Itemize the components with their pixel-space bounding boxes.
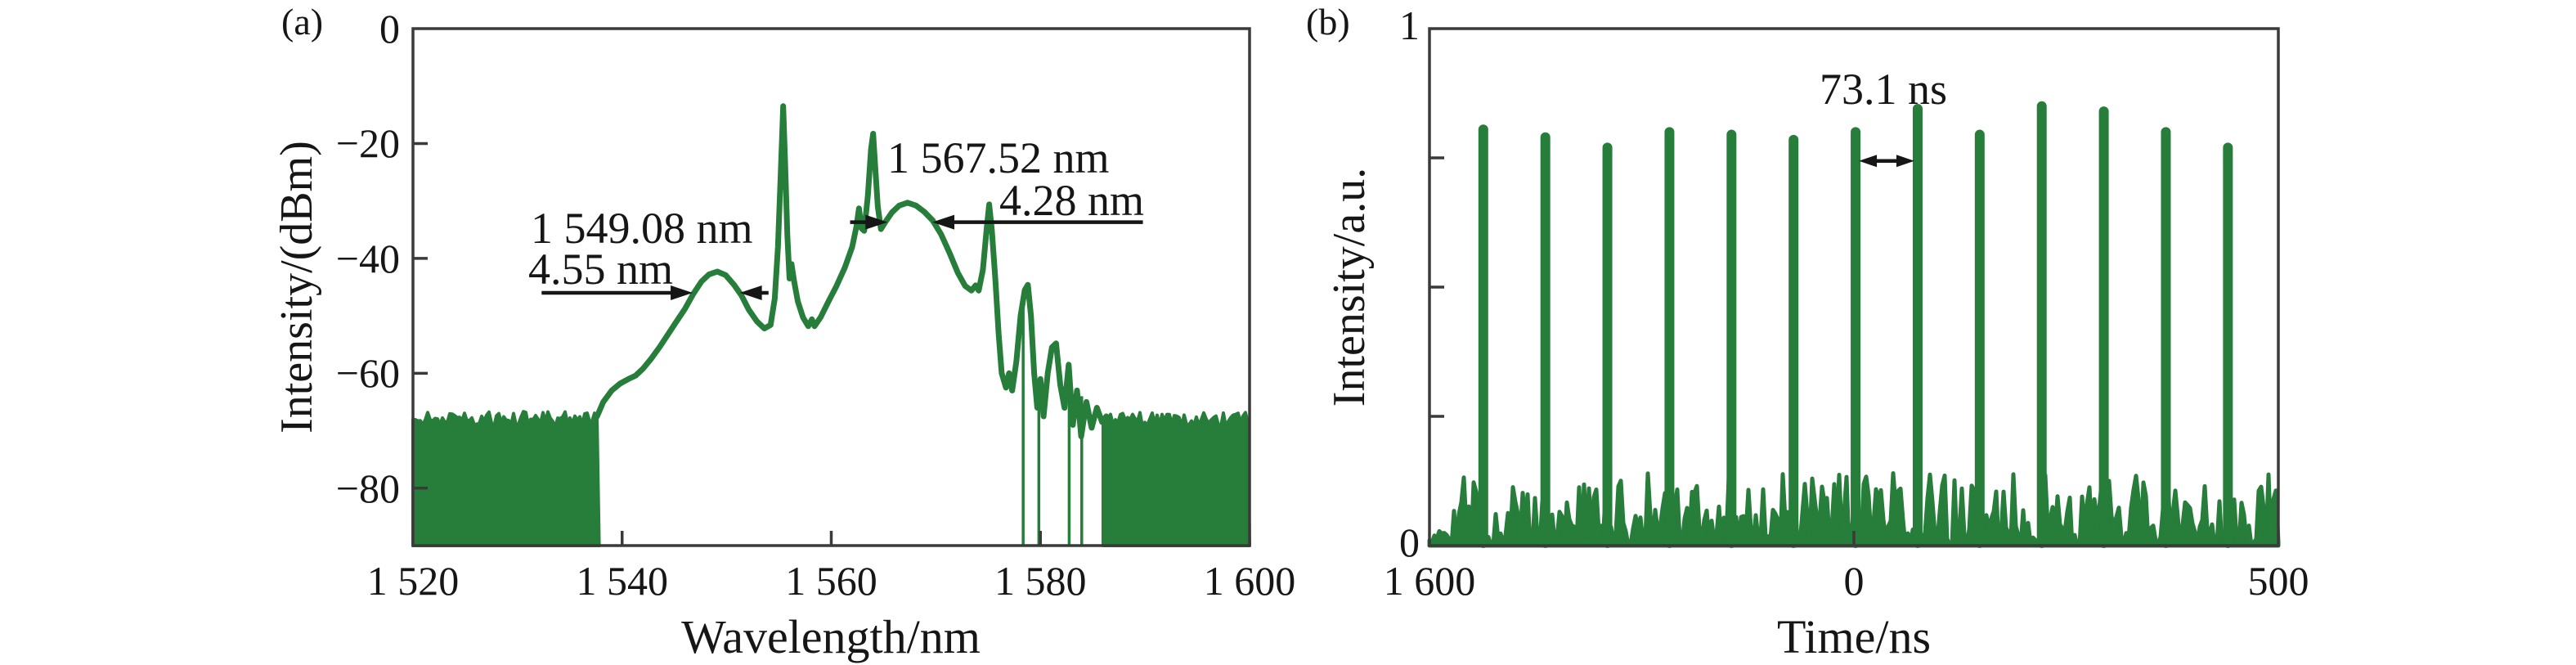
spectrum-chart <box>411 27 1251 547</box>
x-tick-label-a: 1 600 <box>1203 558 1296 604</box>
x-tick-label-a: 1 520 <box>366 558 460 604</box>
x-tick-label-b: 0 <box>1843 558 1865 604</box>
arrowhead-icon <box>1896 155 1914 168</box>
x-tick-label-a: 1 560 <box>785 558 877 604</box>
y-tick-label-b: 0 <box>1399 519 1420 565</box>
spectrum-trace <box>594 103 1110 440</box>
annotation-peak1-width: 4.55 nm <box>528 245 674 294</box>
panel-b-x-axis-title: Time/ns <box>1776 610 1932 663</box>
x-tick-label-a: 1 580 <box>994 558 1087 604</box>
panel-b-label: (b) <box>1306 1 1350 43</box>
arrowhead-icon <box>1859 155 1878 168</box>
noise-band <box>411 410 601 547</box>
x-tick-label-b: 500 <box>2247 558 2309 604</box>
panel-b-y-axis-title: Intensity/a.u. <box>1324 167 1375 407</box>
panel-a-y-axis-title: Intensity/(dBm) <box>272 141 322 434</box>
pulse-train-chart <box>1427 27 2281 548</box>
noise-band <box>1101 411 1251 547</box>
x-tick-label-a: 1 540 <box>576 558 669 604</box>
annotation-pulse-period: 73.1 ns <box>1820 65 1948 114</box>
annotation-peak2-width: 4.28 nm <box>999 176 1145 225</box>
annotation-peak1-wavelength: 1 549.08 nm <box>531 204 753 253</box>
arrowhead-icon <box>932 214 955 230</box>
y-tick-label-a: 0 <box>379 6 400 52</box>
y-tick-label-b: 1 <box>1399 2 1420 48</box>
arrowhead-icon <box>671 285 693 301</box>
y-tick-label-a: −40 <box>335 235 400 281</box>
arrowhead-icon <box>865 214 888 230</box>
y-tick-label-a: −80 <box>335 465 400 511</box>
y-tick-label-a: −20 <box>335 120 400 167</box>
x-tick-label-b: 1 600 <box>1383 558 1476 604</box>
annotation-peak2-wavelength: 1 567.52 nm <box>887 133 1110 182</box>
y-tick-label-a: −60 <box>335 350 400 397</box>
panel-a-x-axis-title: Wavelength/nm <box>681 610 981 663</box>
panel-a-label: (a) <box>281 1 324 43</box>
arrowhead-icon <box>739 285 762 301</box>
